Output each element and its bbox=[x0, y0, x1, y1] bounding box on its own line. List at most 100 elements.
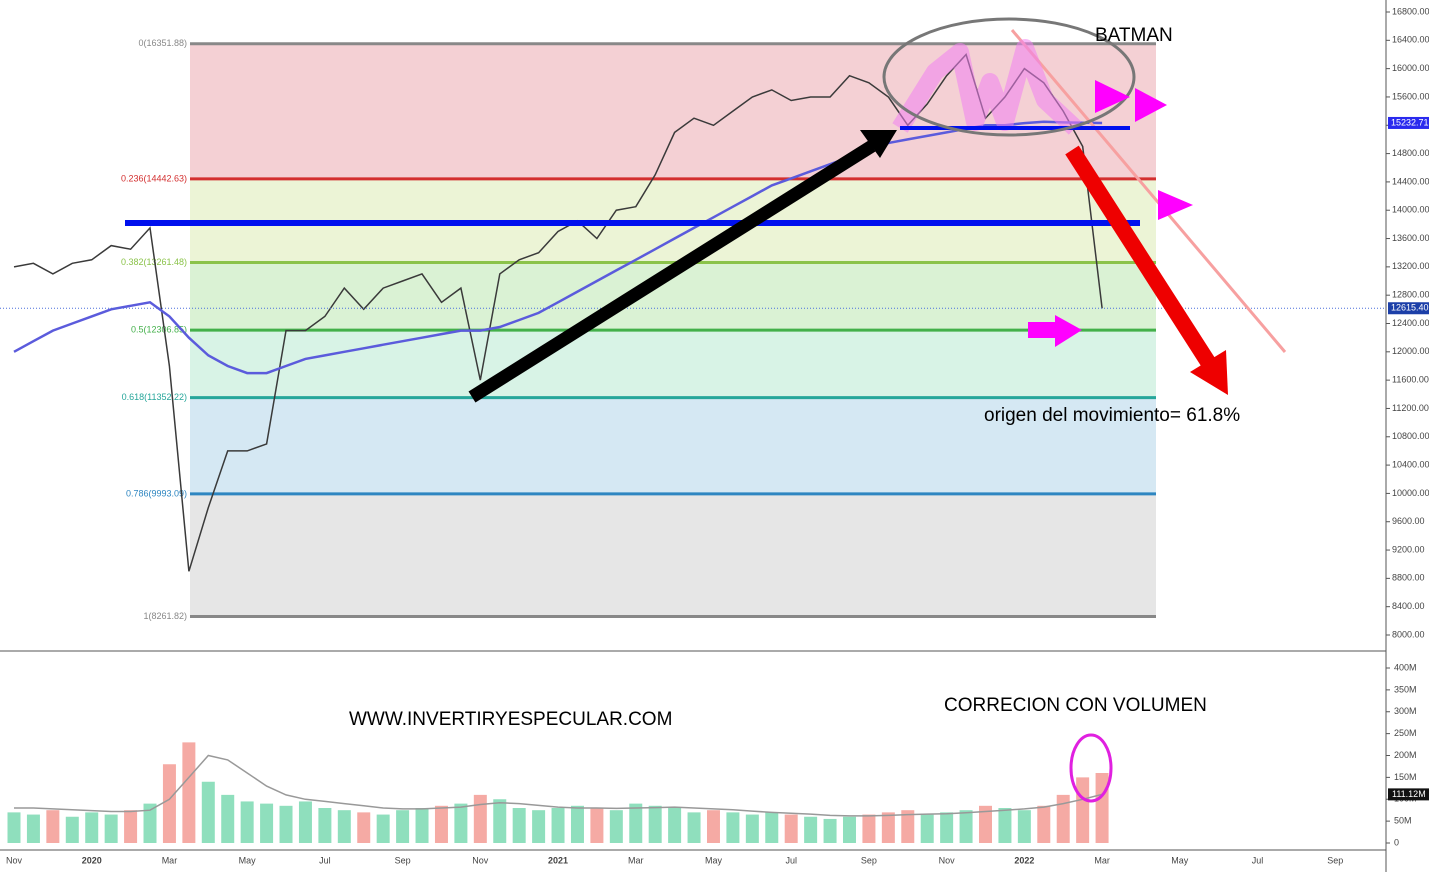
x-tick-label: Nov bbox=[472, 855, 489, 865]
volume-bar bbox=[26, 814, 40, 843]
pointer bbox=[1055, 315, 1082, 347]
y-tick-label: 13600.00 bbox=[1392, 233, 1429, 243]
volume-bar bbox=[862, 814, 876, 843]
volume-bar bbox=[532, 810, 546, 843]
volume-bar bbox=[182, 742, 196, 843]
y-tick-label: 11200.00 bbox=[1392, 403, 1429, 413]
y-tick-label: 11600.00 bbox=[1392, 375, 1429, 385]
x-tick-label: May bbox=[239, 855, 257, 865]
volume-tick-label: 400M bbox=[1394, 662, 1417, 672]
fib-label: 0.5(12306.85) bbox=[131, 324, 187, 334]
pointer bbox=[1135, 88, 1167, 122]
volume-bar bbox=[162, 764, 176, 843]
x-tick-label: Sep bbox=[861, 855, 877, 865]
volume-bar bbox=[1037, 805, 1051, 843]
volume-bar bbox=[357, 812, 371, 843]
y-tick-label: 12000.00 bbox=[1392, 346, 1429, 356]
volume-ma bbox=[14, 754, 1103, 817]
y-tick-label: 16800.00 bbox=[1392, 6, 1429, 16]
background-layer: 0(16351.88) 0.236(14442.63) 0.382(13261.48… bbox=[121, 38, 1156, 621]
volume-tick-label: 200M bbox=[1394, 750, 1417, 760]
moving-average bbox=[13, 120, 1103, 375]
volume-last-label: 111.12M bbox=[1392, 789, 1426, 799]
volume-bar bbox=[124, 810, 138, 843]
volume-bar bbox=[1076, 777, 1090, 843]
ma-box bbox=[1388, 116, 1429, 129]
volume-bar bbox=[46, 810, 60, 843]
volume-bar bbox=[337, 810, 351, 843]
volume-tick-label: 0 bbox=[1394, 837, 1399, 847]
fib-band bbox=[190, 493, 1156, 617]
fib-label: 0.618(11352.22) bbox=[122, 392, 187, 402]
volume-bar bbox=[881, 812, 895, 843]
volume-bar bbox=[648, 805, 662, 843]
y-tick-label: 16400.00 bbox=[1392, 35, 1429, 45]
pointer bbox=[1158, 190, 1193, 220]
up-arrow bbox=[468, 140, 876, 403]
y-tick-label: 8800.00 bbox=[1392, 573, 1425, 583]
volume-highlight bbox=[1069, 733, 1113, 803]
volume-bar bbox=[940, 812, 954, 843]
y-tick-label: 10000.00 bbox=[1392, 488, 1429, 498]
y-tick-label: 10800.00 bbox=[1392, 431, 1429, 441]
ma-label: 15232.71 bbox=[1391, 117, 1429, 127]
volume-tick-label: 250M bbox=[1394, 728, 1417, 738]
volume-bar bbox=[1056, 794, 1070, 843]
pointer bbox=[1095, 80, 1130, 113]
y-tick-label: 9200.00 bbox=[1392, 544, 1425, 554]
batman-shape bbox=[892, 39, 1082, 135]
y-tick-label: 14000.00 bbox=[1392, 205, 1429, 215]
up-arrowhead bbox=[860, 130, 897, 158]
volume-tick-label: 150M bbox=[1394, 772, 1417, 782]
down-arrowhead bbox=[1190, 350, 1228, 395]
volume-bar bbox=[901, 810, 915, 843]
volume-bar bbox=[279, 805, 293, 843]
volume-bar bbox=[784, 814, 798, 843]
volume-bar bbox=[823, 818, 837, 843]
pattern-ellipse bbox=[882, 17, 1136, 137]
volume-bar bbox=[765, 812, 779, 843]
volume-bar bbox=[493, 799, 507, 843]
volume-bar bbox=[85, 812, 99, 843]
volume-bar bbox=[298, 801, 312, 843]
volume-bar bbox=[687, 812, 701, 843]
volume-bar bbox=[979, 805, 992, 843]
volume-bar bbox=[240, 801, 254, 843]
volume-bar bbox=[434, 805, 448, 843]
volume-tick-label: 350M bbox=[1394, 684, 1417, 694]
fib-label: 0.786(9993.09) bbox=[126, 488, 187, 498]
annotation: CORRECION CON VOLUMEN bbox=[944, 695, 1207, 716]
y-tick-label: 9600.00 bbox=[1392, 516, 1425, 526]
volume-bar bbox=[920, 814, 934, 843]
y-tick-label: 8000.00 bbox=[1392, 629, 1425, 639]
x-tick-label: Nov bbox=[6, 855, 23, 865]
volume-tick-label: 300M bbox=[1394, 706, 1417, 716]
y-tick-label: 13200.00 bbox=[1392, 261, 1429, 271]
trend-line bbox=[1010, 29, 1287, 353]
down-arrow bbox=[1065, 145, 1215, 367]
x-tick-label: Sep bbox=[395, 855, 411, 865]
x-tick-label: May bbox=[1171, 855, 1189, 865]
x-tick-label: Mar bbox=[1094, 855, 1110, 865]
volume-bar bbox=[376, 814, 390, 843]
volume-bar bbox=[590, 808, 604, 843]
volume-tick-label: 50M bbox=[1394, 816, 1412, 826]
y-tick-label: 14400.00 bbox=[1392, 176, 1429, 186]
y-tick-label: 8400.00 bbox=[1392, 601, 1425, 611]
x-tick-label: Nov bbox=[939, 855, 956, 865]
y-tick-label: 14800.00 bbox=[1392, 148, 1429, 158]
fib-label: 1(8261.82) bbox=[143, 611, 187, 621]
annotation: BATMAN bbox=[1095, 25, 1173, 46]
pointer bbox=[1028, 322, 1058, 338]
volume-bar bbox=[318, 808, 332, 843]
x-tick-label: 2020 bbox=[82, 855, 102, 865]
last-price-box bbox=[1388, 302, 1429, 315]
y-tick-label: 12800.00 bbox=[1392, 290, 1429, 300]
x-tick-label: Jul bbox=[319, 855, 331, 865]
x-tick-label: 2021 bbox=[548, 855, 568, 865]
x-tick-label: Jul bbox=[785, 855, 797, 865]
volume-bar bbox=[998, 808, 1012, 843]
x-tick-label: 2022 bbox=[1014, 855, 1034, 865]
x-tick-label: May bbox=[705, 855, 723, 865]
volume-bar bbox=[415, 808, 429, 843]
